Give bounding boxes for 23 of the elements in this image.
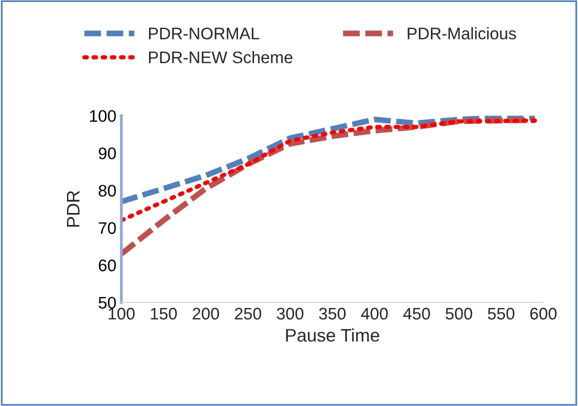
y-tick-label: 80 [98, 184, 116, 197]
legend-label: PDR-Malicious [408, 27, 516, 40]
x-tick-label: 350 [319, 308, 346, 320]
x-tick-label: 600 [530, 308, 557, 320]
legend-label: PDR-NEW Scheme [149, 51, 292, 64]
x-tick-label: 100 [108, 308, 135, 320]
y-tick-label: 90 [98, 147, 116, 160]
legend-label: PDR-NORMAL [149, 28, 260, 40]
x-tick-label: 200 [192, 308, 220, 320]
line-series [121, 118, 537, 222]
y-tick-label: 100 [90, 110, 116, 122]
x-tick-label: 450 [403, 308, 430, 320]
y-tick-label: 50 [98, 296, 116, 309]
x-tick-label: 250 [234, 308, 262, 320]
x-tick-label: 400 [361, 308, 388, 320]
y-axis-title: PDR [66, 190, 80, 227]
x-tick-label: 300 [276, 308, 304, 320]
x-tick-label: 500 [446, 308, 472, 320]
y-tick-label: 70 [98, 222, 116, 234]
y-tick-label: 60 [98, 260, 116, 272]
x-tick-label: 550 [488, 308, 514, 320]
x-axis-title: Pause Time [286, 328, 380, 342]
x-tick-label: 150 [150, 308, 177, 320]
